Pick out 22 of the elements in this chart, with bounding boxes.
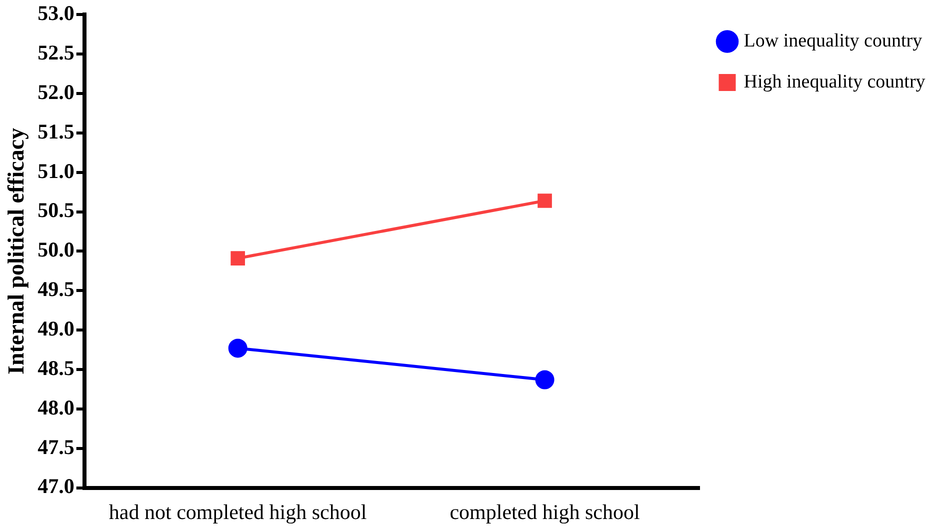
y-tick-label: 48.5: [38, 356, 74, 380]
y-tick-label: 52.0: [38, 80, 74, 104]
y-tick-label: 51.5: [38, 119, 74, 144]
y-tick-label: 48.0: [38, 395, 74, 420]
point: [228, 338, 248, 358]
y-tick-label: 49.5: [38, 277, 74, 302]
point: [538, 194, 552, 208]
legend-label: Low inequality country: [744, 30, 923, 52]
y-tick-label: 53.0: [38, 1, 74, 26]
y-tick-label: 50.5: [38, 198, 74, 222]
x-tick-label: completed high school: [450, 500, 640, 524]
x-tick-label: had not completed high school: [108, 500, 367, 524]
y-tick-label: 52.5: [38, 40, 74, 64]
y-tick-label: 47.0: [38, 474, 74, 498]
y-axis-title: Internal political efficacy: [4, 127, 29, 374]
point: [535, 370, 554, 390]
legend-label: High inequality country: [744, 71, 926, 92]
y-tick-label: 49.0: [38, 316, 74, 340]
point: [230, 251, 245, 266]
y-tick-label: 47.5: [38, 434, 74, 459]
y-tick-label: 50.0: [38, 238, 74, 262]
y-tick-label: 51.0: [38, 158, 74, 183]
